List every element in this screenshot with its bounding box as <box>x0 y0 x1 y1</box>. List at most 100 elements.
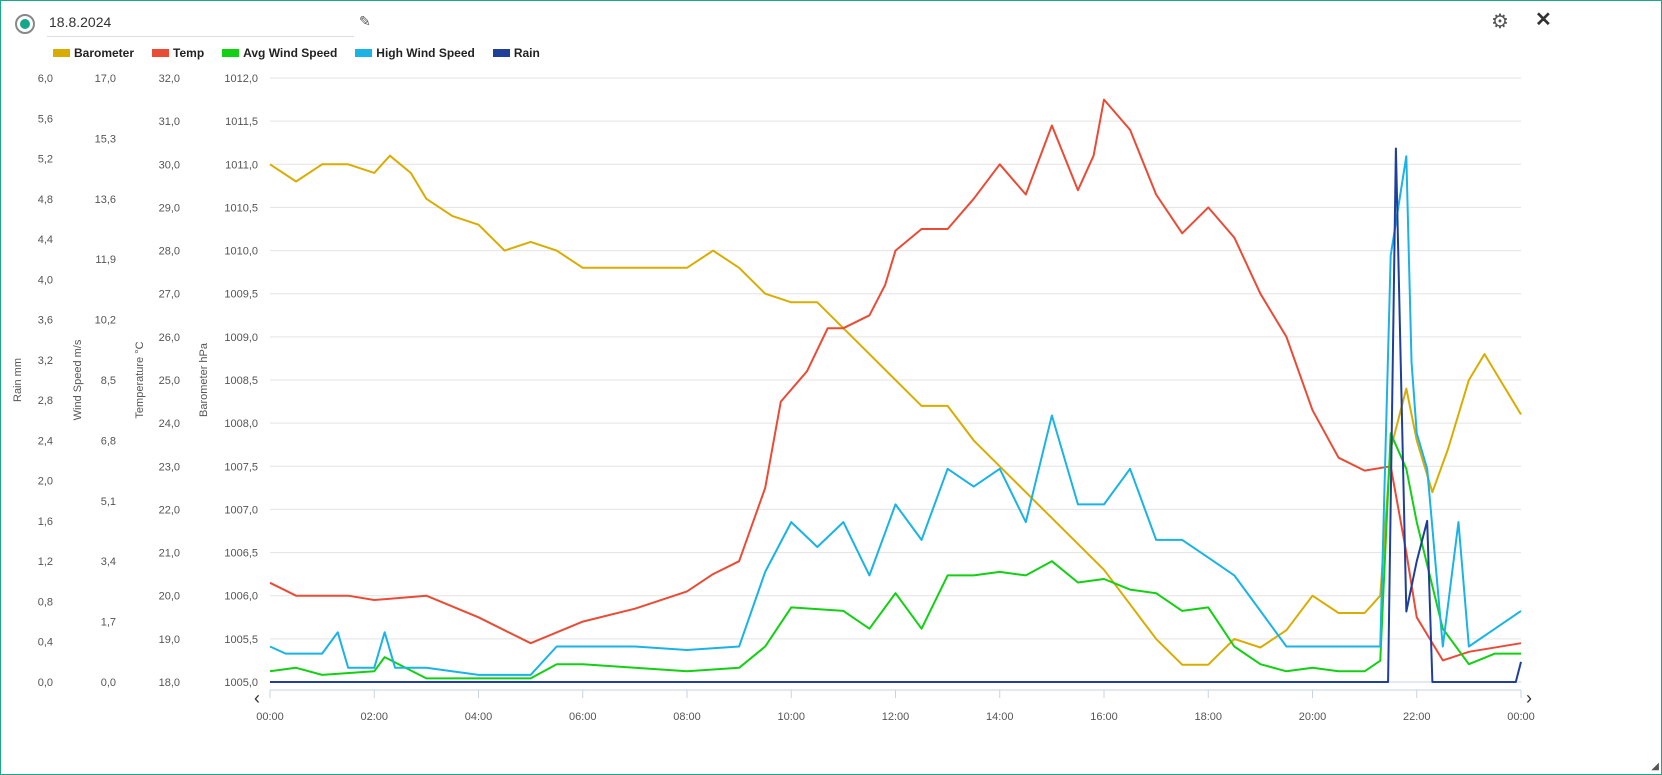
y-tick-label: 25,0 <box>159 375 180 387</box>
y-tick-label: 1009,5 <box>224 289 258 301</box>
series-line-rain <box>270 147 1522 683</box>
x-tick-label: 00:00 <box>256 711 284 723</box>
series-line-high-wind-speed <box>269 155 1522 676</box>
close-icon[interactable]: ✕ <box>1535 9 1552 31</box>
y-tick-label: 1010,0 <box>224 246 258 258</box>
x-tick-label: 10:00 <box>777 711 805 723</box>
y-tick-label: 10,2 <box>95 315 116 327</box>
y-tick-label: 5,2 <box>38 154 53 166</box>
legend-swatch <box>53 49 70 57</box>
y-tick-label: 4,0 <box>38 274 53 286</box>
date-title[interactable]: 18.8.2024 <box>47 11 354 37</box>
legend-swatch <box>355 49 373 57</box>
legend-item[interactable]: High Wind Speed <box>355 46 475 60</box>
y-tick-label: 1006,5 <box>224 548 258 560</box>
legend-swatch <box>222 49 240 57</box>
x-tick-label: 20:00 <box>1299 711 1327 723</box>
legend-label: Barometer <box>74 46 135 60</box>
y-tick-label: 0,0 <box>38 677 53 689</box>
y-tick-label: 1007,0 <box>224 504 258 516</box>
y-tick-label: 0,8 <box>38 596 53 608</box>
y-tick-label: 6,8 <box>101 435 116 447</box>
y-tick-label: 29,0 <box>159 202 180 214</box>
y-tick-label: 27,0 <box>159 289 180 301</box>
y-tick-label: 22,0 <box>159 504 180 516</box>
y-tick-label: 19,0 <box>159 634 180 646</box>
x-tick-label: 06:00 <box>569 711 597 723</box>
y-tick-label: 24,0 <box>159 418 180 430</box>
y-axis-title: Wind Speed m/s <box>72 339 84 420</box>
y-tick-label: 1011,5 <box>225 116 258 128</box>
y-tick-label: 5,1 <box>101 496 116 508</box>
scroll-left-icon[interactable]: ‹ <box>254 688 260 708</box>
y-axis-title: Barometer hPa <box>198 342 210 417</box>
y-tick-label: 1006,0 <box>224 591 258 603</box>
pencil-icon[interactable]: ✎ <box>359 13 371 29</box>
y-tick-label: 4,4 <box>38 234 53 246</box>
legend-item[interactable]: Temp <box>152 46 204 60</box>
y-tick-label: 1008,5 <box>224 375 258 387</box>
y-tick-label: 32,0 <box>159 73 180 85</box>
resize-handle-icon[interactable]: ◢ <box>1651 761 1659 772</box>
legend-item[interactable]: Avg Wind Speed <box>222 46 337 60</box>
x-tick-label: 12:00 <box>882 711 910 723</box>
y-tick-label: 26,0 <box>159 332 180 344</box>
radio-selected[interactable] <box>15 14 35 34</box>
y-tick-label: 2,4 <box>38 435 53 447</box>
legend-label: Temp <box>173 46 205 60</box>
legend-label: Avg Wind Speed <box>243 46 338 60</box>
series-line-temp <box>269 98 1522 662</box>
y-tick-label: 3,2 <box>38 355 53 367</box>
x-tick-label: 16:00 <box>1090 711 1118 723</box>
y-tick-label: 18,0 <box>159 677 180 689</box>
y-tick-label: 1010,5 <box>224 202 258 214</box>
y-tick-label: 1011,0 <box>225 159 258 171</box>
series-line-barometer <box>269 154 1522 666</box>
y-tick-label: 17,0 <box>95 73 116 85</box>
legend-label: Rain <box>513 46 540 60</box>
y-tick-label: 1007,5 <box>224 461 258 473</box>
y-tick-label: 30,0 <box>159 159 180 171</box>
y-tick-label: 6,0 <box>38 73 53 85</box>
y-tick-label: 1,7 <box>101 617 116 629</box>
y-tick-label: 1005,0 <box>224 677 258 689</box>
legend-label: High Wind Speed <box>376 46 475 60</box>
y-tick-label: 15,3 <box>95 133 116 145</box>
y-tick-label: 1009,0 <box>224 332 258 344</box>
x-tick-label: 08:00 <box>673 711 701 723</box>
y-tick-label: 1,6 <box>38 516 53 528</box>
y-tick-label: 0,0 <box>101 677 116 689</box>
y-axis-title: Temperature °C <box>134 341 146 418</box>
y-tick-label: 5,6 <box>38 113 53 125</box>
y-tick-label: 2,0 <box>38 476 53 488</box>
series-line-avg-wind-speed <box>269 432 1521 680</box>
y-tick-label: 1,2 <box>38 556 53 568</box>
x-tick-label: 14:00 <box>986 711 1014 723</box>
y-tick-label: 23,0 <box>159 461 180 473</box>
y-tick-label: 8,5 <box>101 375 116 387</box>
x-tick-label: 02:00 <box>360 711 388 723</box>
x-tick-label: 18:00 <box>1194 711 1222 723</box>
x-tick-label: 00:00 <box>1507 711 1535 723</box>
y-tick-label: 2,8 <box>38 395 53 407</box>
y-axis-title: Rain mm <box>12 358 24 402</box>
y-tick-label: 1005,5 <box>224 634 258 646</box>
legend-item[interactable]: Barometer <box>53 46 134 60</box>
y-tick-label: 3,4 <box>101 556 116 568</box>
y-tick-label: 21,0 <box>159 548 180 560</box>
y-tick-label: 3,6 <box>38 315 53 327</box>
y-tick-label: 1008,0 <box>224 418 258 430</box>
legend-swatch <box>492 49 510 57</box>
y-tick-label: 1012,0 <box>224 73 258 85</box>
y-tick-label: 20,0 <box>159 591 180 603</box>
y-tick-label: 4,8 <box>38 194 53 206</box>
y-tick-label: 31,0 <box>159 116 180 128</box>
scroll-right-icon[interactable]: › <box>1526 688 1532 708</box>
gear-icon[interactable]: ⚙ <box>1491 11 1509 33</box>
x-tick-label: 22:00 <box>1403 711 1431 723</box>
y-tick-label: 13,6 <box>95 194 116 206</box>
legend-item[interactable]: Rain <box>492 46 540 60</box>
y-tick-label: 0,4 <box>38 637 53 649</box>
